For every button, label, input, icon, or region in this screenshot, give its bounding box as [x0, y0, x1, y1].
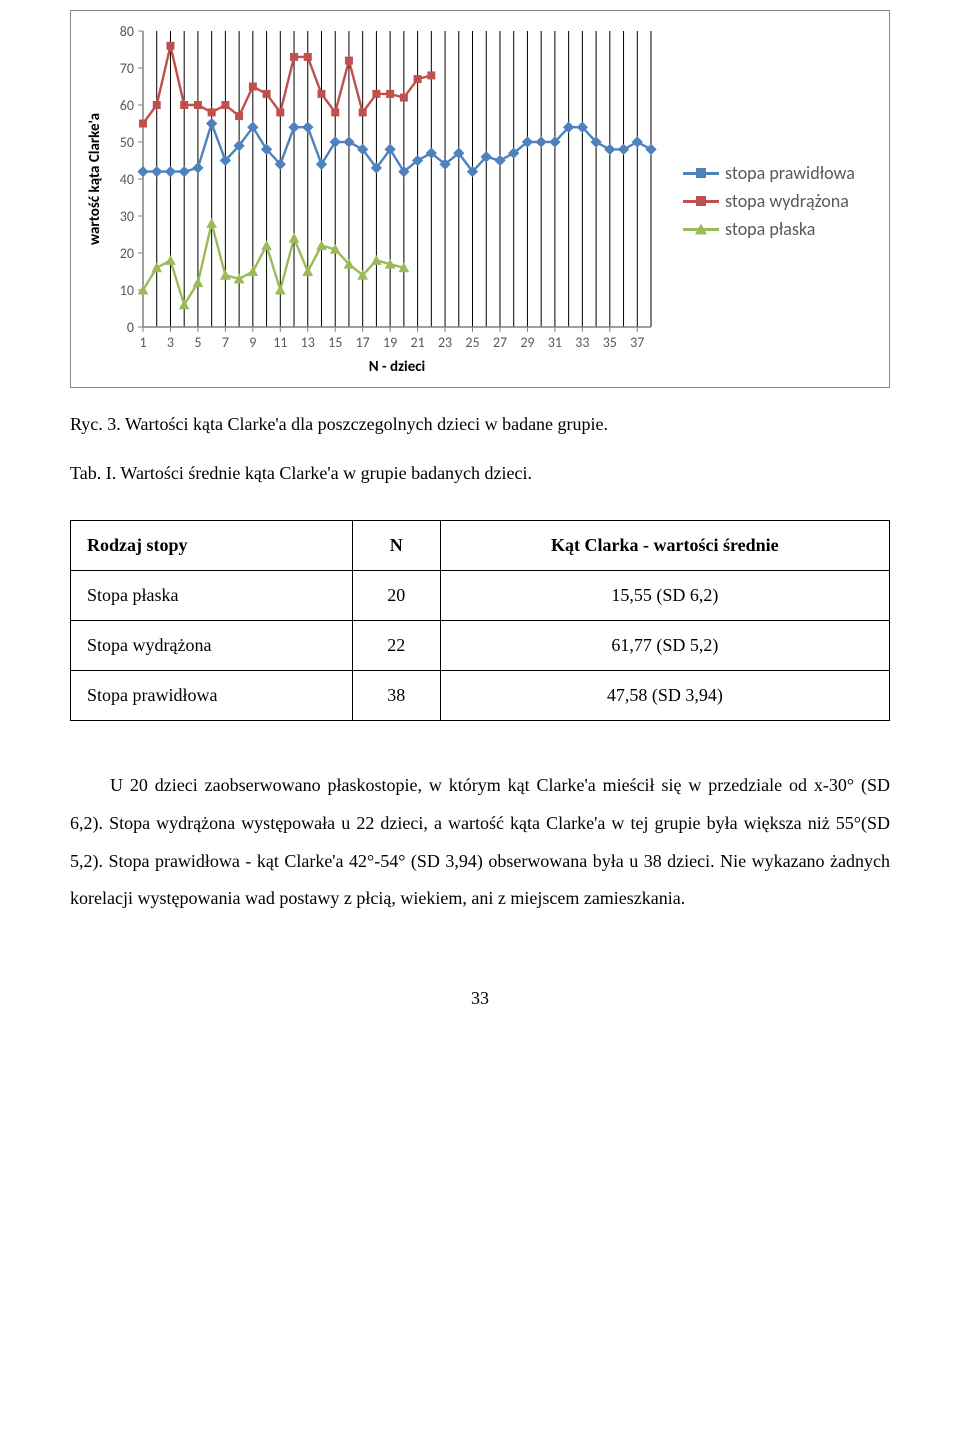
data-table: Rodzaj stopy N Kąt Clarka - wartości śre… — [70, 520, 890, 721]
svg-text:17: 17 — [356, 334, 370, 351]
legend-marker-stopa-wydrążona — [683, 193, 719, 209]
svg-text:25: 25 — [465, 334, 479, 351]
figure-caption: Ryc. 3. Wartości kąta Clarke'a dla poszc… — [70, 414, 890, 435]
legend-label: stopa wydrążona — [725, 190, 849, 212]
legend-marker-stopa-płaska — [683, 221, 719, 237]
svg-text:27: 27 — [493, 334, 507, 351]
legend-label: stopa płaska — [725, 218, 815, 240]
svg-text:13: 13 — [301, 334, 315, 351]
table-body: Stopa płaska2015,55 (SD 6,2)Stopa wydrąż… — [71, 571, 890, 721]
svg-text:10: 10 — [120, 282, 134, 299]
svg-text:5: 5 — [194, 334, 201, 351]
legend-marker-stopa-prawidłowa — [683, 165, 719, 181]
table-cell: Stopa płaska — [71, 571, 353, 621]
svg-text:wartość kąta Clarke'a: wartość kąta Clarke'a — [86, 113, 104, 245]
svg-text:60: 60 — [120, 97, 134, 114]
svg-text:35: 35 — [603, 334, 617, 351]
table-header-cell: Kąt Clarka - wartości średnie — [440, 521, 889, 571]
table-cell: 20 — [352, 571, 440, 621]
svg-text:19: 19 — [383, 334, 397, 351]
svg-text:21: 21 — [410, 334, 424, 351]
svg-text:7: 7 — [222, 334, 229, 351]
table-cell: 61,77 (SD 5,2) — [440, 621, 889, 671]
table-cell: 38 — [352, 671, 440, 721]
document-page: 0102030405060708013579111315171921232527… — [0, 0, 960, 1049]
table-header-row: Rodzaj stopy N Kąt Clarka - wartości śre… — [71, 521, 890, 571]
legend-label: stopa prawidłowa — [725, 162, 855, 184]
svg-text:30: 30 — [120, 208, 134, 225]
svg-text:31: 31 — [548, 334, 562, 351]
svg-text:80: 80 — [120, 23, 134, 40]
table-header-cell: N — [352, 521, 440, 571]
svg-text:29: 29 — [520, 334, 534, 351]
table-cell: 15,55 (SD 6,2) — [440, 571, 889, 621]
svg-text:23: 23 — [438, 334, 452, 351]
svg-text:0: 0 — [127, 319, 134, 336]
svg-text:70: 70 — [120, 60, 134, 77]
table-row: Stopa wydrążona2261,77 (SD 5,2) — [71, 621, 890, 671]
svg-text:40: 40 — [120, 171, 134, 188]
svg-text:37: 37 — [630, 334, 644, 351]
table-row: Stopa płaska2015,55 (SD 6,2) — [71, 571, 890, 621]
svg-text:15: 15 — [328, 334, 342, 351]
legend-item: stopa płaska — [683, 218, 855, 240]
table-cell: Stopa wydrążona — [71, 621, 353, 671]
svg-text:33: 33 — [575, 334, 589, 351]
chart-legend: stopa prawidłowa stopa wydrążona stopa pła… — [661, 156, 855, 246]
line-chart: 0102030405060708013579111315171921232527… — [81, 21, 661, 381]
svg-text:3: 3 — [167, 334, 174, 351]
chart-frame: 0102030405060708013579111315171921232527… — [70, 10, 890, 388]
table-cell: Stopa prawidłowa — [71, 671, 353, 721]
svg-text:1: 1 — [139, 334, 146, 351]
table-cell: 47,58 (SD 3,94) — [440, 671, 889, 721]
table-row: Stopa prawidłowa3847,58 (SD 3,94) — [71, 671, 890, 721]
svg-text:9: 9 — [249, 334, 256, 351]
table-header-cell: Rodzaj stopy — [71, 521, 353, 571]
svg-text:11: 11 — [273, 334, 287, 351]
table-cell: 22 — [352, 621, 440, 671]
svg-text:50: 50 — [120, 134, 134, 151]
svg-text:20: 20 — [120, 245, 134, 262]
table-caption: Tab. I. Wartości średnie kąta Clarke'a w… — [70, 463, 890, 484]
body-paragraph: U 20 dzieci zaobserwowano płaskostopie, … — [70, 767, 890, 918]
legend-item: stopa wydrążona — [683, 190, 855, 212]
svg-text:N - dzieci: N - dzieci — [369, 358, 425, 376]
legend-item: stopa prawidłowa — [683, 162, 855, 184]
page-number: 33 — [70, 988, 890, 1009]
